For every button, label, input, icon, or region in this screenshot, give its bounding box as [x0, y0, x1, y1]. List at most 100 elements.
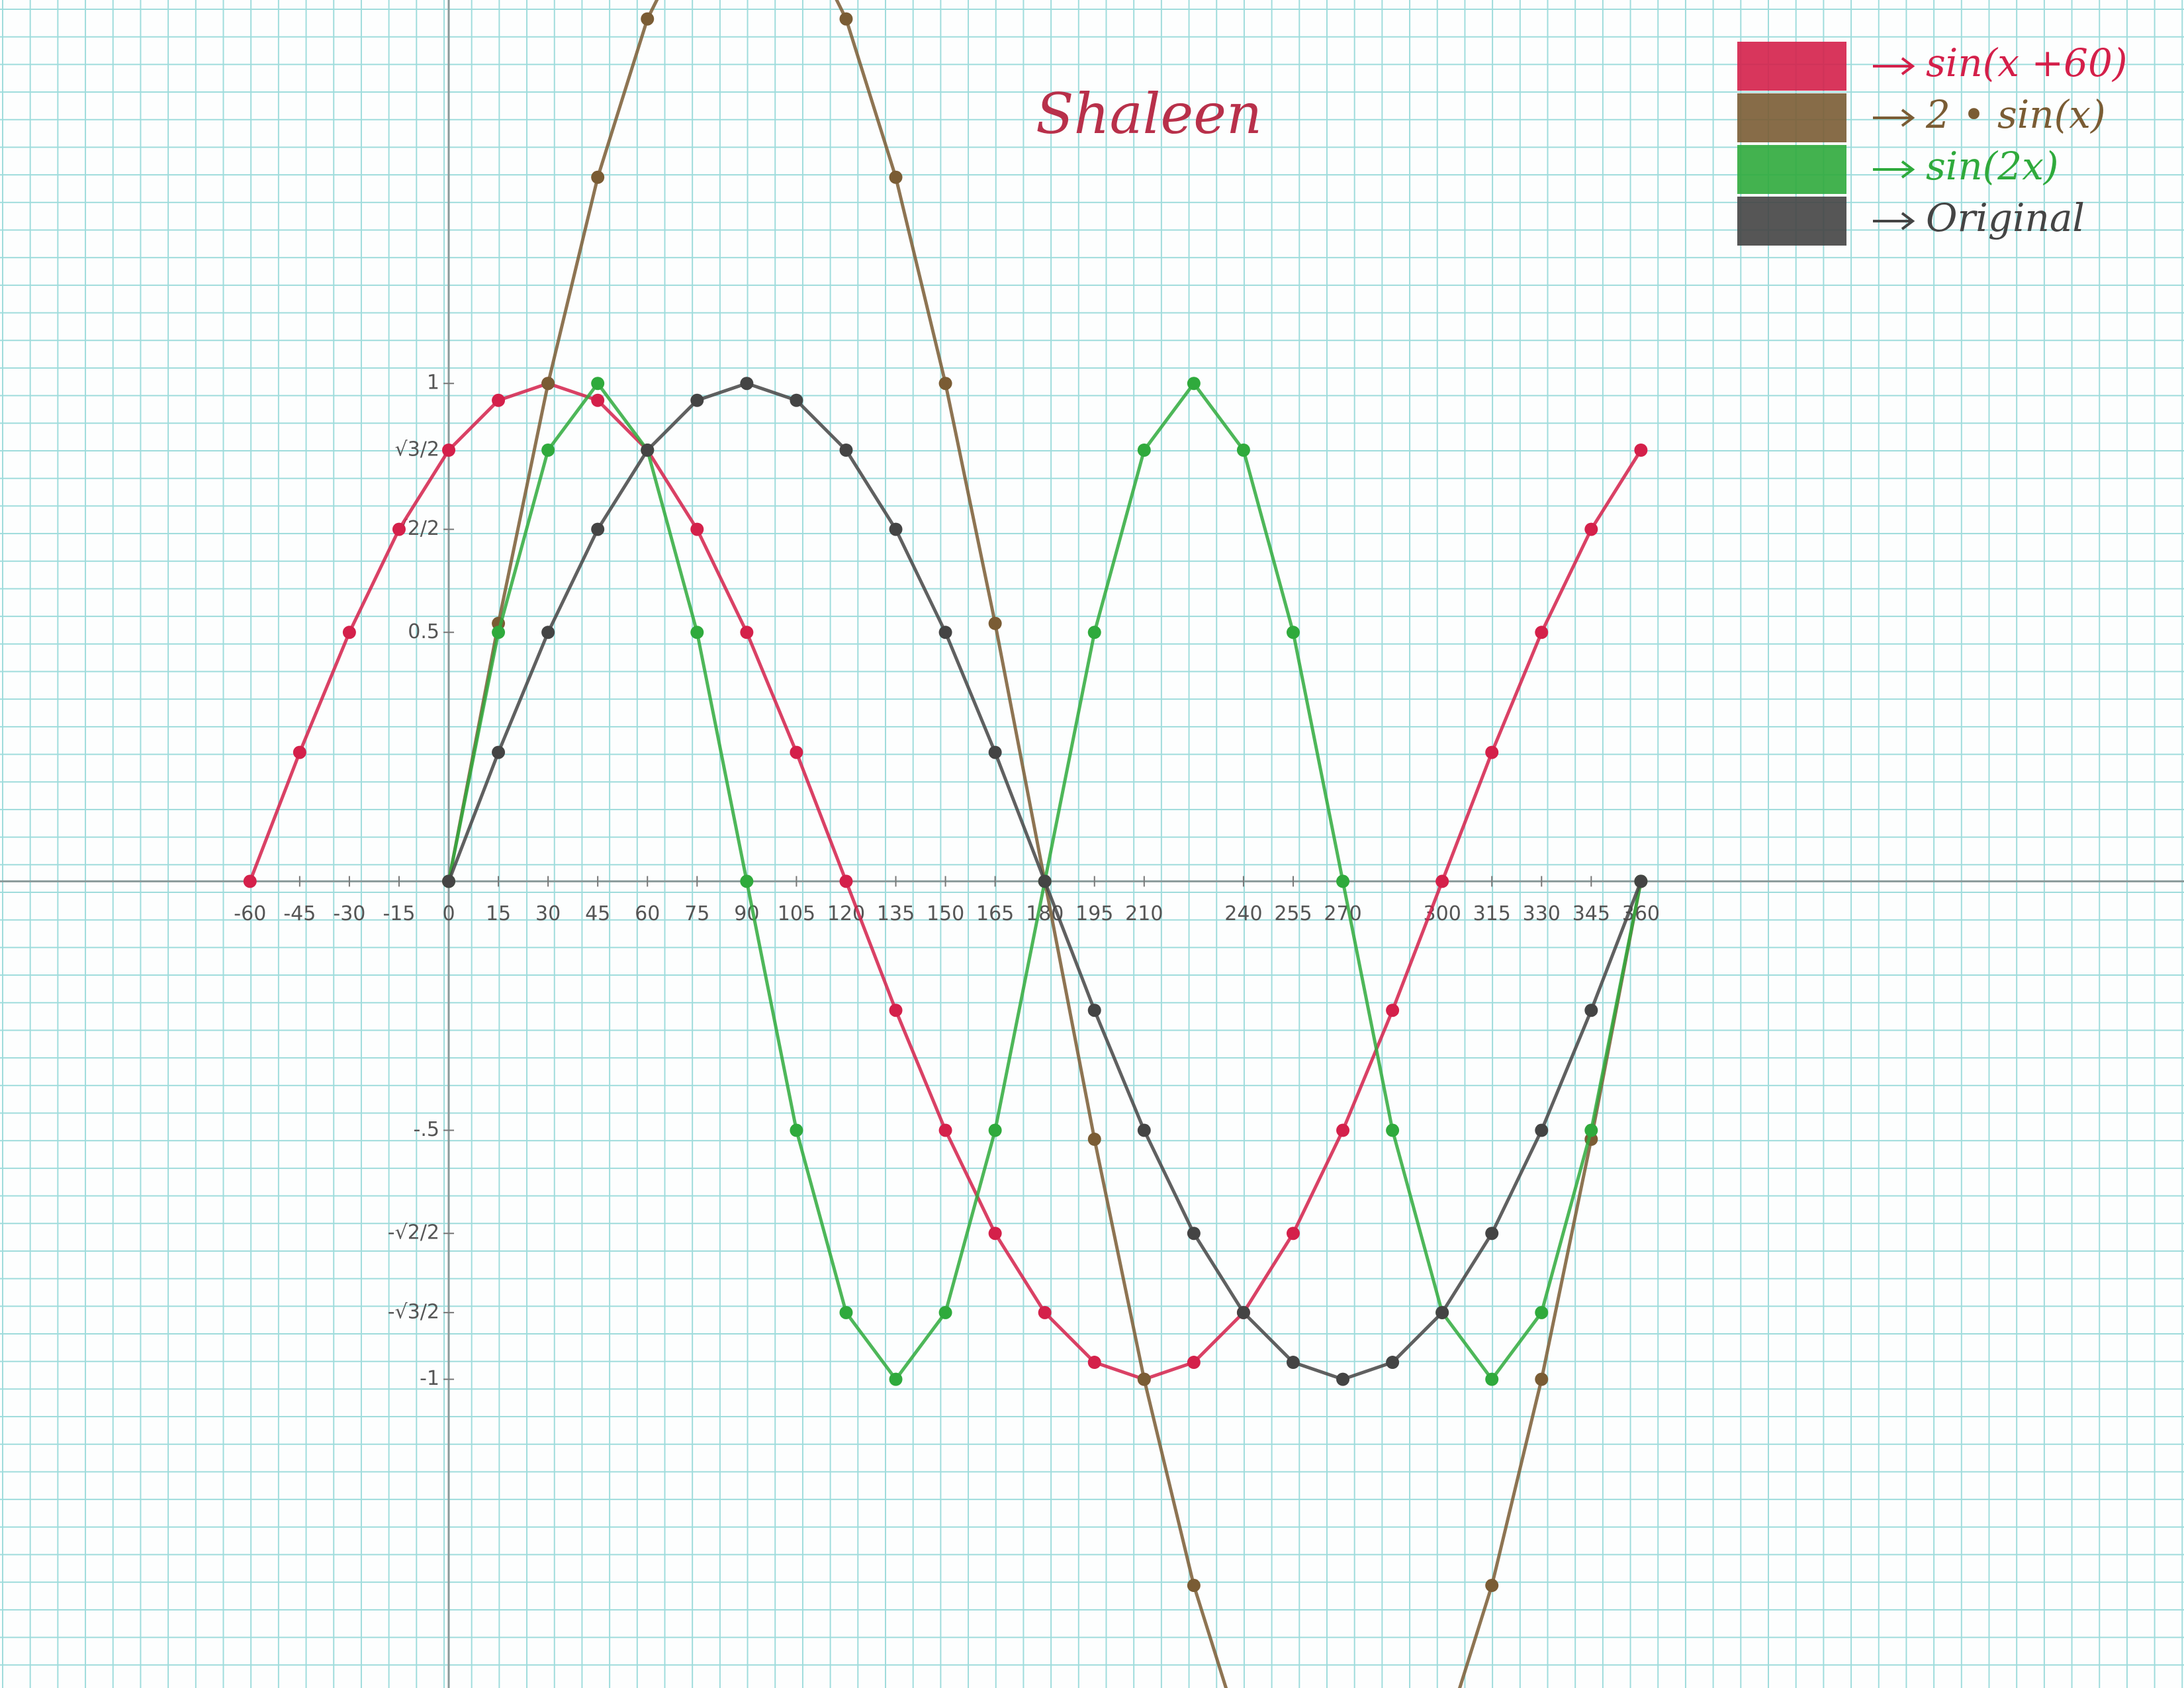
point: [740, 626, 754, 639]
x-tick-label: 330: [1523, 902, 1561, 925]
x-tick-label: 135: [877, 902, 915, 925]
point: [541, 377, 555, 391]
point: [1584, 522, 1598, 536]
point: [839, 12, 853, 26]
point: [492, 393, 506, 407]
x-tick-label: -60: [234, 902, 266, 925]
point: [839, 444, 853, 457]
point: [591, 522, 605, 536]
point: [889, 1372, 903, 1386]
point: [1187, 377, 1201, 391]
point: [1535, 1305, 1549, 1319]
point: [641, 444, 655, 457]
x-tick-label: 345: [1572, 902, 1610, 925]
legend-arrow: [1873, 57, 1915, 75]
point: [1087, 1004, 1101, 1017]
point: [1038, 1305, 1052, 1319]
point: [790, 745, 803, 759]
point: [938, 377, 952, 391]
x-tick-label: 165: [976, 902, 1014, 925]
point: [1584, 1004, 1598, 1017]
chart-title: Shaleen: [1036, 81, 1262, 146]
point: [1535, 626, 1549, 639]
point: [1336, 1372, 1350, 1386]
y-tick-label: 1: [427, 371, 439, 395]
legend-swatch: [1737, 93, 1846, 142]
point: [541, 626, 555, 639]
point: [1386, 1004, 1400, 1017]
point: [1634, 444, 1648, 457]
legend-label: sin(x +60): [1926, 40, 2127, 85]
y-tick-label: -1: [420, 1367, 439, 1390]
point: [1336, 874, 1350, 888]
x-tick-label: -30: [333, 902, 365, 925]
y-tick-label: -.5: [414, 1118, 439, 1141]
point: [690, 522, 704, 536]
point: [889, 170, 903, 184]
legend-swatch: [1737, 197, 1846, 246]
point: [1634, 874, 1648, 888]
point: [1485, 745, 1499, 759]
legend-label: 2 • sin(x): [1925, 92, 2106, 137]
x-tick-label: 255: [1274, 902, 1312, 925]
point: [1087, 1133, 1101, 1147]
point: [591, 393, 605, 407]
legend-label: sin(2x): [1926, 144, 2059, 189]
point: [938, 1123, 952, 1137]
point: [889, 1004, 903, 1017]
point: [1535, 1372, 1549, 1386]
x-tick-label: 60: [635, 902, 660, 925]
point: [1236, 444, 1250, 457]
point: [541, 444, 555, 457]
point: [1087, 1356, 1101, 1370]
y-tick-label: √3/2: [395, 438, 439, 461]
point: [690, 626, 704, 639]
point: [938, 626, 952, 639]
point: [1236, 1305, 1250, 1319]
y-tick-label: 0.5: [408, 620, 439, 643]
x-tick-label: 105: [778, 902, 815, 925]
x-tick-label: 45: [585, 902, 610, 925]
x-tick-label: 315: [1473, 902, 1511, 925]
point: [690, 393, 704, 407]
point: [938, 1305, 952, 1319]
point: [392, 522, 406, 536]
x-tick-label: 240: [1224, 902, 1262, 925]
point: [1535, 1123, 1549, 1137]
point: [492, 745, 506, 759]
point: [1435, 1305, 1449, 1319]
point: [1286, 1356, 1300, 1370]
point: [988, 745, 1002, 759]
legend-arrow: [1873, 160, 1915, 179]
point: [1286, 1227, 1300, 1241]
point: [492, 626, 506, 639]
point: [591, 377, 605, 391]
point: [988, 1123, 1002, 1137]
point: [1485, 1372, 1499, 1386]
y-tick-label: -√3/2: [388, 1300, 439, 1323]
point: [1187, 1227, 1201, 1241]
x-tick-label: 195: [1075, 902, 1113, 925]
point: [1137, 1372, 1151, 1386]
point: [889, 522, 903, 536]
legend-swatch: [1737, 42, 1846, 91]
point: [1087, 626, 1101, 639]
point: [740, 874, 754, 888]
point: [442, 444, 456, 457]
point: [1435, 874, 1449, 888]
x-tick-label: 30: [535, 902, 561, 925]
point: [790, 1123, 803, 1137]
point: [1336, 1123, 1350, 1137]
point: [839, 874, 853, 888]
point: [342, 626, 356, 639]
x-tick-label: 150: [927, 902, 964, 925]
point: [1137, 444, 1151, 457]
x-tick-label: 0: [442, 902, 455, 925]
point: [243, 874, 257, 888]
point: [1286, 626, 1300, 639]
x-tick-label: -15: [383, 902, 415, 925]
y-tick-label: -√2/2: [388, 1221, 439, 1244]
legend-swatch: [1737, 145, 1846, 194]
point: [293, 745, 306, 759]
